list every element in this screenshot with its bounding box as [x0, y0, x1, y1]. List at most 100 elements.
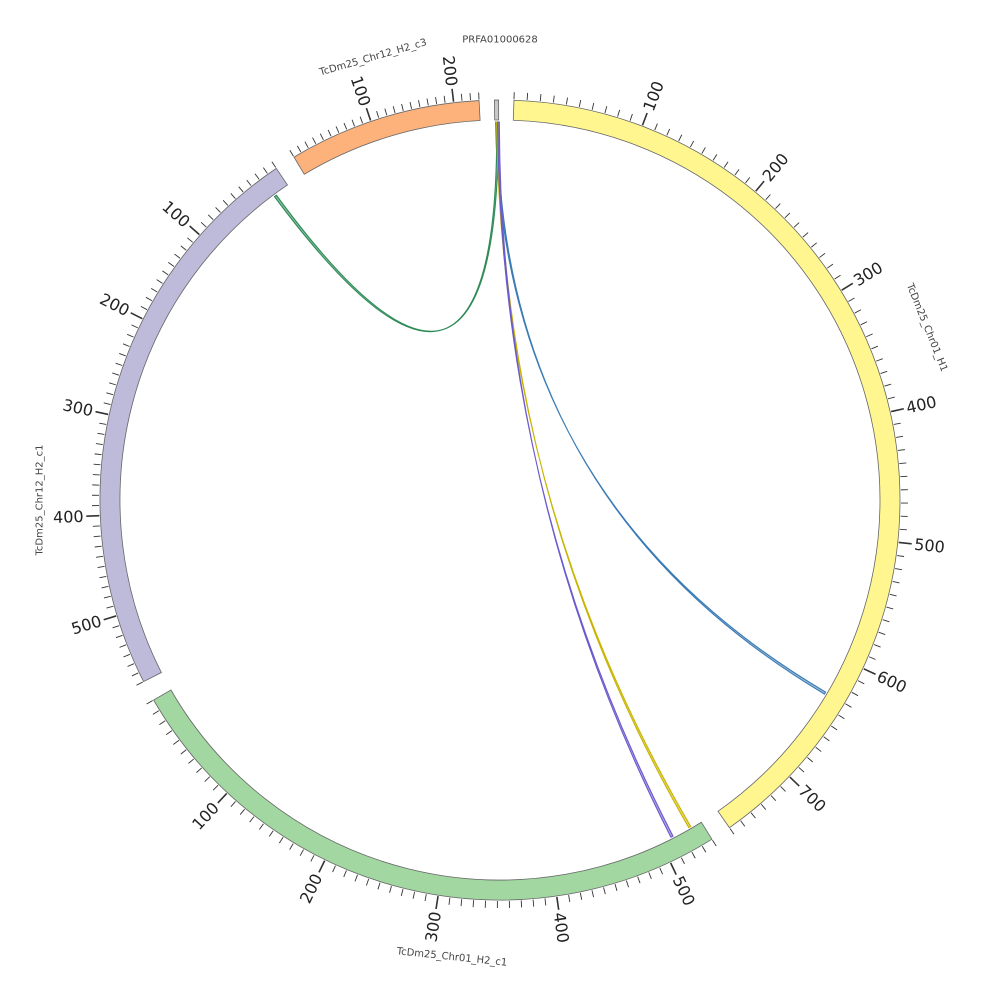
minor-tick: [605, 106, 607, 113]
minor-tick: [816, 747, 822, 751]
minor-tick: [845, 704, 851, 708]
minor-tick: [344, 870, 347, 876]
minor-tick: [352, 120, 355, 127]
minor-tick: [120, 645, 127, 648]
minor-tick: [427, 99, 428, 106]
minor-tick: [355, 875, 357, 882]
minor-tick: [897, 556, 904, 557]
labels-layer: 100200300400500600700TcDm25_Chr01_H11002…: [35, 35, 950, 969]
minor-tick: [855, 310, 861, 313]
minor-tick: [580, 893, 581, 900]
minor-tick: [803, 233, 808, 238]
minor-tick: [775, 204, 780, 209]
minor-tick: [838, 715, 844, 719]
major-tick: [436, 896, 438, 909]
minor-tick: [112, 373, 119, 375]
minor-tick: [876, 359, 883, 361]
minor-tick: [216, 207, 221, 212]
segment-label-chr12_h2_c1: TcDm25_Chr12_H2_c1: [35, 445, 46, 557]
minor-tick: [540, 94, 541, 101]
minor-tick: [263, 168, 267, 174]
minor-tick: [328, 130, 331, 136]
minor-tick: [579, 100, 580, 107]
minor-tick: [638, 877, 640, 884]
minor-tick: [690, 141, 693, 147]
minor-tick: [205, 777, 210, 782]
minor-tick: [95, 546, 102, 547]
minor-tick: [393, 106, 395, 113]
minor-tick: [208, 215, 213, 220]
minor-tick: [692, 852, 695, 858]
minor-tick: [660, 868, 663, 874]
minor-tick: [107, 606, 114, 608]
minor-tick: [402, 104, 404, 111]
minor-tick: [119, 353, 126, 356]
minor-tick: [360, 117, 362, 124]
minor-tick: [153, 711, 159, 715]
tick-label: 100: [347, 74, 375, 109]
minor-tick: [799, 767, 804, 772]
minor-tick: [320, 134, 323, 140]
tick-label: 300: [422, 910, 445, 943]
minor-tick: [592, 103, 594, 110]
minor-tick: [132, 325, 138, 328]
major-tick: [96, 412, 109, 415]
major-tick: [452, 89, 454, 102]
minor-tick: [866, 334, 872, 337]
major-tick: [557, 897, 559, 910]
segment-label-chr12_h2_c3: TcDm25_Chr12_H2_c3: [317, 37, 428, 78]
tick-label: 200: [758, 149, 792, 185]
tick-label: 100: [158, 197, 193, 231]
minor-tick: [104, 596, 111, 598]
minor-tick: [250, 817, 254, 823]
tick-label: 200: [97, 289, 133, 320]
minor-tick: [94, 464, 101, 465]
major-tick: [842, 283, 853, 290]
minor-tick: [141, 306, 147, 309]
minor-tick: [712, 840, 716, 846]
minor-tick: [861, 322, 867, 325]
link-3: [498, 122, 673, 837]
tick-label: 400: [904, 392, 938, 417]
tick-label: 200: [296, 871, 326, 907]
minor-tick: [869, 657, 875, 660]
segment-label-prfa: PRFA01000628: [462, 35, 538, 46]
minor-tick: [449, 898, 450, 905]
minor-tick: [378, 883, 380, 890]
major-tick: [190, 226, 200, 235]
segment-chr01_h2_c1: [154, 690, 712, 900]
minor-tick: [667, 129, 670, 135]
minor-tick: [116, 635, 123, 637]
minor-tick: [436, 97, 437, 104]
minor-tick: [444, 96, 445, 103]
major-tick: [899, 542, 912, 543]
minor-tick: [98, 566, 105, 567]
minor-tick: [895, 569, 902, 570]
minor-tick: [201, 222, 206, 227]
minor-tick: [824, 737, 830, 741]
minor-tick: [766, 194, 771, 199]
segment-prfa: [494, 100, 498, 120]
minor-tick: [898, 450, 905, 451]
minor-tick: [751, 813, 755, 818]
minor-tick: [390, 886, 392, 893]
minor-tick: [470, 93, 471, 100]
minor-tick: [168, 262, 174, 266]
minor-tick: [881, 371, 888, 373]
minor-tick: [300, 850, 303, 856]
tick-label: 100: [188, 798, 223, 833]
minor-tick: [104, 403, 111, 405]
tick-label: 600: [874, 667, 910, 697]
minor-tick: [99, 576, 106, 577]
minor-tick: [272, 162, 276, 168]
minor-tick: [290, 150, 294, 156]
segment-label-chr01_h2_c1: TcDm25_Chr01_H2_c1: [395, 946, 508, 969]
minor-tick: [626, 881, 628, 888]
minor-tick: [109, 383, 116, 385]
minor-tick: [461, 899, 462, 906]
minor-tick: [425, 894, 426, 901]
tick-label: 500: [669, 873, 699, 909]
tick-label: 300: [61, 395, 95, 420]
minor-tick: [127, 334, 133, 337]
minor-tick: [419, 100, 420, 107]
